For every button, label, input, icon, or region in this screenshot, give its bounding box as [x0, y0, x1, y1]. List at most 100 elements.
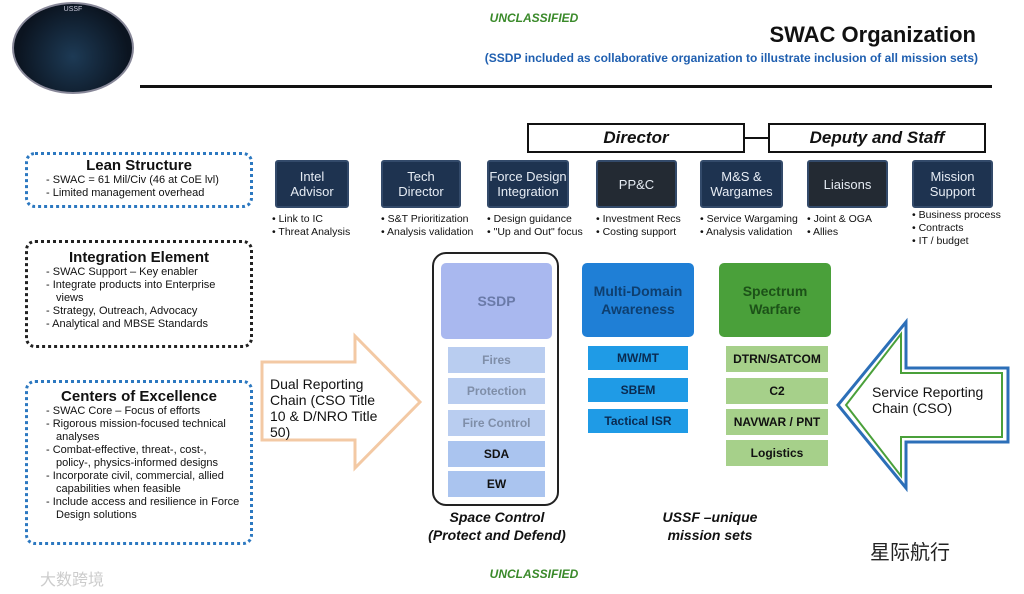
- integration-element-box: Integration ElementSWAC Support – Key en…: [25, 240, 253, 348]
- service-reporting-arrow-inner: [844, 331, 1003, 479]
- space-control-caption: Space Control (Protect and Defend): [412, 508, 582, 544]
- ussf-caption: USSF –unique mission sets: [630, 508, 790, 544]
- list-item: Limited management overhead: [36, 187, 242, 200]
- bullet-item: • Contracts: [912, 222, 964, 234]
- role-bullets: • Service Wargaming • Analysis validation: [700, 213, 798, 239]
- bullet-text: IT / budget: [918, 235, 969, 247]
- leadership-connector: [745, 137, 768, 139]
- bullet-text: Business process: [918, 209, 1001, 221]
- bullet-text: Costing support: [602, 226, 677, 238]
- bullet-text: Allies: [813, 226, 839, 238]
- bullet-text: Service Wargaming: [706, 213, 798, 225]
- ssdp-item: Protection: [448, 378, 545, 404]
- dual-reporting-arrow: [260, 332, 423, 472]
- bullet-text: Link to IC: [278, 213, 323, 225]
- role-bullets: • Link to IC • Threat Analysis: [272, 213, 350, 239]
- ssdp-box: SSDP: [441, 263, 552, 339]
- role-box: Liaisons: [807, 160, 888, 208]
- bullet-text: Analysis validation: [387, 226, 474, 238]
- caption-line: mission sets: [667, 527, 753, 543]
- mda-item: Tactical ISR: [588, 409, 688, 433]
- spectrum-item: DTRN/SATCOM: [726, 346, 828, 372]
- role-box: Mission Support: [912, 160, 993, 208]
- list-item: Rigorous mission-focused technical analy…: [36, 418, 242, 444]
- director-box: Director: [527, 123, 745, 153]
- box-title: Centers of Excellence: [61, 388, 217, 405]
- watermark-right: 星际航行: [870, 542, 950, 564]
- role-bullets: • Investment Recs • Costing support: [596, 213, 681, 239]
- bullet-item: • Joint & OGA: [807, 213, 872, 225]
- bullet-text: Threat Analysis: [278, 226, 351, 238]
- bullet-item: • Business process: [912, 209, 1001, 221]
- logo: USSF: [12, 2, 134, 94]
- list-item: Integrate products into Enterprise views: [36, 279, 242, 305]
- centers-of-excellence-box: Centers of ExcellenceSWAC Core – Focus o…: [25, 380, 253, 545]
- lean-structure-box: Lean StructureSWAC = 61 Mil/Civ (46 at C…: [25, 152, 253, 208]
- mda-item: SBEM: [588, 378, 688, 402]
- dual-reporting-label: Dual Reporting Chain (CSO Title 10 & D/N…: [270, 376, 378, 440]
- watermark-left: 大数跨境: [40, 572, 105, 589]
- bullet-item: • Costing support: [596, 226, 677, 238]
- bullet-text: Joint & OGA: [813, 213, 872, 225]
- role-bullets: • Business process • Contracts • IT / budg…: [912, 209, 1001, 248]
- list-item: Include access and resilience in Force D…: [36, 496, 242, 522]
- list-item: Combat-effective, threat-, cost-, policy…: [36, 444, 242, 470]
- bullet-item: • Analysis validation: [700, 226, 793, 238]
- role-box: PP&C: [596, 160, 677, 208]
- bullet-item: • Link to IC: [272, 213, 323, 225]
- title-divider: [140, 85, 992, 88]
- bullet-text: Contracts: [918, 222, 964, 234]
- list-item: Incorporate civil, commercial, allied ca…: [36, 470, 242, 496]
- caption-line: Space Control: [449, 509, 545, 525]
- list-item: Analytical and MBSE Standards: [36, 318, 242, 331]
- bullet-text: S&T Prioritization: [387, 213, 469, 225]
- service-reporting-arrow-outer: [836, 317, 1010, 493]
- spectrum-item: Logistics: [726, 440, 828, 466]
- role-bullets: • Joint & OGA • Allies: [807, 213, 872, 239]
- bullet-item: • Service Wargaming: [700, 213, 798, 225]
- list-item: SWAC Core – Focus of efforts: [36, 405, 242, 418]
- role-box: Force Design Integration: [487, 160, 569, 208]
- bullet-item: • Design guidance: [487, 213, 572, 225]
- logo-text: USSF: [63, 6, 83, 13]
- bullet-item: • Allies: [807, 226, 839, 238]
- mda-box: Multi-Domain Awareness: [582, 263, 694, 337]
- bullet-item: • "Up and Out" focus: [487, 226, 583, 238]
- ssdp-item: EW: [448, 471, 545, 497]
- classification-top: UNCLASSIFIED: [489, 11, 579, 25]
- bullet-text: Investment Recs: [602, 213, 681, 225]
- ssdp-item: SDA: [448, 441, 545, 467]
- role-box: Intel Advisor: [275, 160, 349, 208]
- caption-line: (Protect and Defend): [428, 527, 566, 543]
- bullet-text: Design guidance: [493, 213, 572, 225]
- role-bullets: • Design guidance • "Up and Out" focus: [487, 213, 583, 239]
- ssdp-item: Fires: [448, 347, 545, 373]
- ssdp-item: Fire Control: [448, 410, 545, 436]
- bullet-item: • Threat Analysis: [272, 226, 351, 238]
- spectrum-item: C2: [726, 378, 828, 404]
- box-title: Integration Element: [68, 249, 210, 266]
- spectrum-item: NAVWAR / PNT: [726, 409, 828, 435]
- spectrum-warfare-box: Spectrum Warfare: [719, 263, 831, 337]
- classification-bottom: UNCLASSIFIED: [489, 567, 579, 581]
- role-box: Tech Director: [381, 160, 461, 208]
- role-bullets: • S&T Prioritization • Analysis validatio…: [381, 213, 473, 239]
- bullet-item: • Investment Recs: [596, 213, 681, 225]
- space-control-container: [432, 252, 559, 506]
- bullet-text: "Up and Out" focus: [493, 226, 583, 238]
- deputy-box: Deputy and Staff: [768, 123, 986, 153]
- list-item: Strategy, Outreach, Advocacy: [36, 305, 242, 318]
- service-reporting-label: Service Reporting Chain (CSO): [872, 384, 984, 416]
- role-box: M&S & Wargames: [700, 160, 783, 208]
- mda-item: MW/MT: [588, 346, 688, 370]
- caption-line: USSF –unique: [662, 509, 758, 525]
- bullet-item: • Analysis validation: [381, 226, 474, 238]
- page-subtitle: (SSDP included as collaborative organiza…: [484, 51, 978, 65]
- list-item: SWAC Support – Key enabler: [36, 266, 242, 279]
- bullet-item: • IT / budget: [912, 235, 969, 247]
- page-title: SWAC Organization: [769, 22, 976, 47]
- bullet-text: Analysis validation: [706, 226, 793, 238]
- box-title: Lean Structure: [86, 157, 192, 174]
- list-item: SWAC = 61 Mil/Civ (46 at CoE lvl): [36, 174, 242, 187]
